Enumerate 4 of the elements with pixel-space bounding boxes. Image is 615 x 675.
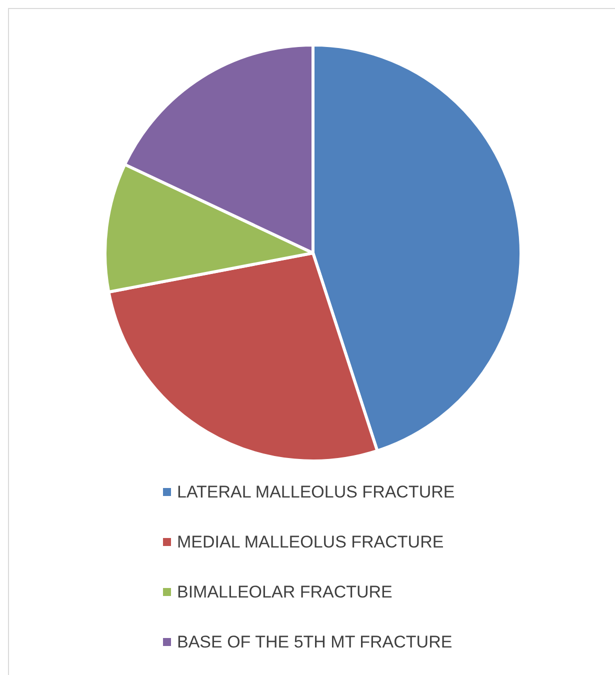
legend-label: BASE OF THE 5TH MT FRACTURE bbox=[177, 632, 452, 652]
legend-label: MEDIAL MALLEOLUS FRACTURE bbox=[177, 532, 444, 552]
legend-label: BIMALLEOLAR FRACTURE bbox=[177, 582, 392, 602]
legend-label: LATERAL MALLEOLUS FRACTURE bbox=[177, 482, 455, 502]
